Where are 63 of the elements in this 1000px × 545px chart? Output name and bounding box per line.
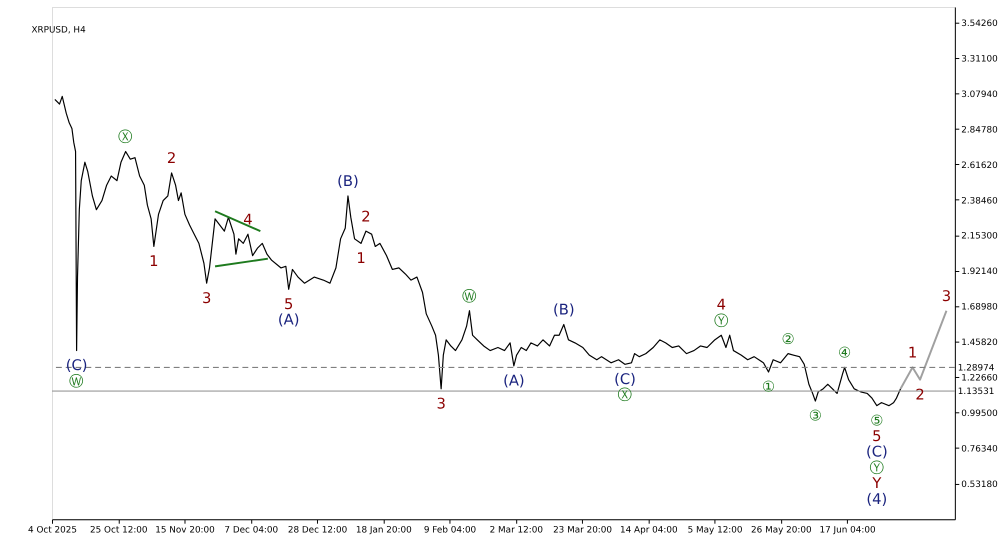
annotation: (C) (66, 357, 88, 374)
annotation: Ⓧ (118, 128, 134, 146)
y-tick-label: 1.22660 (961, 374, 998, 384)
y-tick-label: 0.99500 (961, 409, 998, 419)
ref-line-label: 1.13531 (958, 387, 994, 398)
annotation: 1 (149, 253, 159, 270)
annotation: ⑤ (870, 412, 884, 430)
annotation: 4 (243, 211, 253, 228)
annotation: (B) (553, 302, 575, 319)
x-tick-label: 7 Dec 04:00 (224, 526, 279, 536)
y-tick-label: 1.92140 (961, 267, 998, 278)
y-tick-label: 0.53180 (961, 480, 998, 490)
y-tick-label: 3.54260 (961, 18, 998, 29)
annotation: 5 (872, 428, 882, 446)
annotation: Ⓦ (462, 288, 477, 305)
x-tick-label: 5 May 12:00 (688, 526, 743, 536)
annotation: 2 (166, 150, 176, 168)
annotation: Ⓦ (69, 372, 84, 390)
annotation: 4 (716, 296, 726, 314)
annotation: Ⓨ (714, 312, 729, 330)
annotation: ④ (838, 344, 852, 362)
x-tick-label: 26 May 20:00 (751, 526, 812, 536)
annotation: 1 (908, 344, 918, 362)
x-tick-label: 14 Apr 04:00 (620, 526, 678, 536)
annotation: Y (871, 475, 882, 492)
y-tick-label: 3.31100 (961, 54, 998, 64)
annotation: (B) (337, 173, 359, 190)
x-tick-label: 15 Nov 20:00 (155, 526, 216, 536)
y-tick-label: 3.07940 (961, 90, 998, 100)
annotation: (C) (614, 370, 636, 388)
y-tick-label: 2.61620 (961, 160, 998, 171)
annotation: (A) (278, 312, 300, 329)
ref-line-label: 1.28974 (958, 363, 995, 374)
y-tick-label: 0.76340 (961, 444, 998, 454)
annotation: (C) (866, 444, 888, 461)
y-tick-label: 1.45820 (961, 338, 998, 348)
annotation: ① (762, 378, 776, 396)
annotation: 3 (436, 395, 446, 412)
annotation: Ⓨ (869, 459, 884, 476)
annotation: (4) (866, 490, 888, 508)
x-tick-label: 2 Mar 12:00 (490, 526, 544, 536)
annotation: 2 (915, 386, 925, 404)
x-tick-label: 17 Jun 04:00 (820, 526, 876, 536)
text: XRPUSD, H4 (31, 26, 86, 36)
annotation: 1 (356, 250, 366, 268)
annotation: (A) (503, 372, 525, 390)
annotation: 2 (361, 208, 371, 226)
x-tick-label: 23 Mar 20:00 (553, 526, 612, 536)
x-tick-label: 18 Jan 20:00 (356, 526, 412, 536)
annotation: ③ (808, 408, 822, 425)
y-tick-label: 2.84780 (961, 125, 998, 136)
y-tick-label: 1.68980 (961, 302, 998, 313)
y-tick-label: 2.15300 (961, 232, 998, 242)
annotation: 3 (202, 290, 212, 307)
x-tick-label: 4 Oct 2025 (28, 526, 77, 536)
x-tick-label: 25 Oct 12:00 (90, 526, 148, 536)
annotation: 5 (284, 296, 294, 313)
x-tick-label: 28 Dec 12:00 (288, 526, 348, 536)
x-tick-label: 9 Feb 04:00 (424, 526, 477, 536)
annotation: 3 (942, 288, 952, 305)
annotation: ② (781, 330, 795, 348)
y-tick-label: 2.38460 (961, 196, 998, 206)
annotation: Ⓧ (618, 386, 633, 404)
